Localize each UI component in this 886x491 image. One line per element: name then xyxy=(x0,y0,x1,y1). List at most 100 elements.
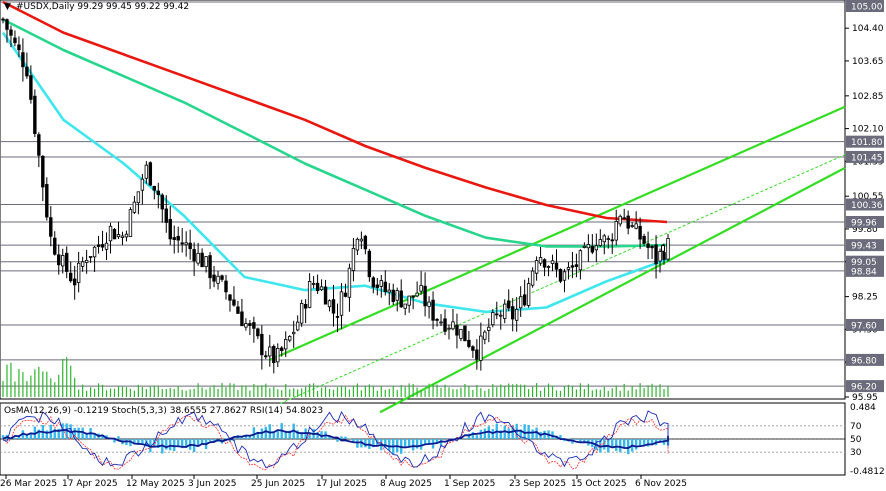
candle-body xyxy=(443,318,447,332)
candle-body xyxy=(650,245,654,249)
candle-body xyxy=(622,217,626,220)
level-label-box xyxy=(846,239,884,252)
osc-axis-label: 50 xyxy=(850,435,862,445)
osma-bar xyxy=(344,436,347,439)
osma-bar xyxy=(296,430,299,439)
candle-body xyxy=(618,215,622,225)
osma-bar xyxy=(288,430,291,439)
candle-body xyxy=(646,243,650,248)
candle-body xyxy=(299,303,304,324)
candle-body xyxy=(208,255,212,279)
candle-body xyxy=(383,281,387,292)
level-label-box xyxy=(846,255,884,268)
channel-line xyxy=(279,154,846,405)
osma-bar xyxy=(93,433,96,439)
candle-body xyxy=(534,260,539,274)
candle-body xyxy=(578,250,583,271)
time-tick-label: 6 Nov 2025 xyxy=(635,479,687,489)
osc-axis-label: 30 xyxy=(850,448,862,458)
osma-bar xyxy=(141,439,144,444)
time-tick-label: 1 Sep 2025 xyxy=(444,479,495,489)
candle-body xyxy=(140,178,145,191)
candle-body xyxy=(104,242,109,250)
candle-body xyxy=(212,274,216,282)
osma-bar xyxy=(13,437,17,439)
candle-body xyxy=(467,339,471,347)
candle-body xyxy=(463,325,467,342)
candle-body xyxy=(606,238,610,241)
candle-body xyxy=(13,37,17,44)
osma-bar xyxy=(37,429,41,439)
candle-body xyxy=(236,306,240,314)
osc-axis-label: 0.484 xyxy=(850,403,876,413)
level-label-box xyxy=(846,353,884,366)
osma-bar xyxy=(467,433,471,439)
osma-bar xyxy=(419,439,423,450)
osma-bar xyxy=(407,439,411,447)
candle-body xyxy=(172,237,176,240)
osma-bar xyxy=(173,439,176,452)
osma-bar xyxy=(519,429,522,439)
candle-body xyxy=(232,299,236,306)
candle-body xyxy=(634,223,638,229)
level-label: 101.45 xyxy=(851,153,883,163)
candle-body xyxy=(630,225,634,227)
candle-body xyxy=(507,300,511,309)
candle-body xyxy=(76,262,81,283)
candle-body xyxy=(614,221,618,241)
osma-bar xyxy=(117,436,120,439)
volume-bars xyxy=(2,357,669,397)
osma-bar xyxy=(53,428,56,439)
osma-bar xyxy=(177,439,180,448)
osma-bar xyxy=(503,426,506,439)
osc-axis-label: 70 xyxy=(850,422,862,432)
candle-body xyxy=(92,246,97,258)
candle-body xyxy=(152,185,157,191)
candle-body xyxy=(435,318,439,321)
candle-body xyxy=(108,225,113,242)
osma-bar xyxy=(622,439,626,448)
osma-bar xyxy=(439,439,443,446)
moving-average-line xyxy=(1,31,668,314)
stoch-signal-line xyxy=(2,414,669,471)
osma-bar xyxy=(137,439,140,445)
osma-bar xyxy=(248,436,252,439)
chart-dropdown-icon[interactable]: ▼ xyxy=(4,2,11,12)
candle-body xyxy=(439,321,443,324)
candle-body xyxy=(495,313,499,316)
candle-body xyxy=(168,218,172,240)
price-tick-label: 103.65 xyxy=(852,57,884,67)
price-tick-label: 102.10 xyxy=(852,125,884,135)
candle-body xyxy=(268,346,272,357)
osma-bar xyxy=(101,434,104,439)
candle-body xyxy=(33,95,37,134)
candle-body xyxy=(315,282,320,292)
candle-body xyxy=(132,201,137,213)
osma-bar xyxy=(224,438,228,439)
candle-body xyxy=(192,249,196,262)
candle-body xyxy=(503,303,507,319)
osma-bar xyxy=(511,425,514,439)
candle-body xyxy=(327,300,332,308)
osma-bar xyxy=(531,429,534,439)
symbol-header: #USDX,Daily 99.29 99.45 99.22 99.42 xyxy=(16,2,189,12)
last-candle-body xyxy=(661,245,665,252)
candle-body xyxy=(355,238,360,251)
osma-bar xyxy=(415,439,419,449)
candle-body xyxy=(582,245,587,248)
channel-line xyxy=(379,166,846,414)
osma-bar xyxy=(507,428,510,439)
osma-bar xyxy=(384,439,387,448)
candle-body xyxy=(594,245,599,251)
osma-bar xyxy=(487,426,491,439)
osma-bar xyxy=(611,439,614,448)
candle-body xyxy=(483,331,487,340)
osma-bar xyxy=(252,427,256,439)
candle-body xyxy=(303,303,308,309)
candle-body xyxy=(244,323,248,328)
level-label-box xyxy=(846,264,884,277)
candle-body xyxy=(395,290,399,301)
candle-body xyxy=(1,18,5,21)
osma-bar xyxy=(264,426,268,439)
